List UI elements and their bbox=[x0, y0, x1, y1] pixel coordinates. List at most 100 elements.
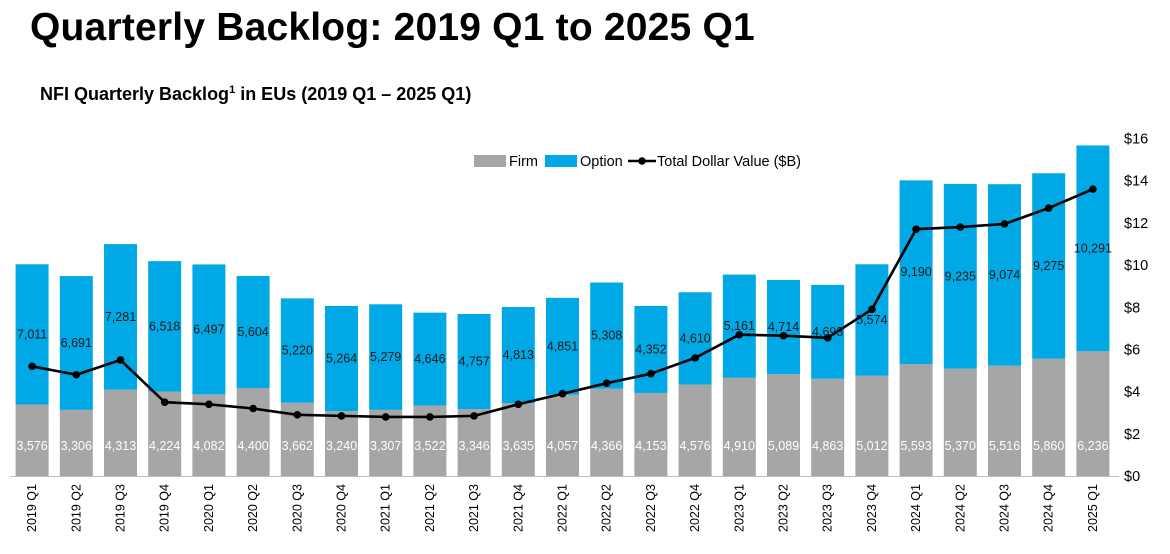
option-value-label: 4,352 bbox=[635, 342, 666, 356]
firm-value-label: 4,910 bbox=[724, 439, 755, 453]
total-value-point bbox=[691, 354, 699, 362]
option-value-label: 5,604 bbox=[237, 325, 268, 339]
option-bar bbox=[767, 279, 800, 375]
total-value-point bbox=[514, 400, 523, 409]
option-bar bbox=[590, 282, 624, 389]
firm-value-label: 3,306 bbox=[61, 439, 92, 453]
page-title: Quarterly Backlog: 2019 Q1 to 2025 Q1 bbox=[30, 6, 755, 49]
category-tick-label: 2024 Q3 bbox=[998, 484, 1012, 532]
total-value-point bbox=[381, 413, 390, 421]
category-tick-label: 2019 Q4 bbox=[158, 484, 172, 532]
firm-value-label: 4,057 bbox=[547, 439, 578, 453]
category-tick-label: 2021 Q2 bbox=[423, 484, 437, 532]
right-axis-tick-label: $12 bbox=[1124, 216, 1148, 232]
option-bar bbox=[280, 298, 314, 403]
option-value-label: 4,714 bbox=[768, 320, 799, 334]
category-tick-label: 2022 Q3 bbox=[644, 484, 658, 532]
firm-value-label: 6,236 bbox=[1077, 439, 1108, 453]
category-tick-label: 2023 Q4 bbox=[865, 484, 879, 532]
total-value-point bbox=[647, 369, 655, 378]
option-value-label: 9,235 bbox=[945, 269, 976, 283]
firm-bar bbox=[104, 389, 137, 476]
firm-bar bbox=[236, 388, 270, 476]
category-tick-label: 2022 Q1 bbox=[556, 484, 570, 532]
firm-value-label: 5,516 bbox=[989, 439, 1020, 453]
legend-firm-label: Firm bbox=[509, 154, 538, 170]
subtitle-main: NFI Quarterly Backlog bbox=[40, 84, 230, 104]
option-value-label: 6,497 bbox=[193, 322, 224, 336]
option-bar bbox=[369, 304, 403, 410]
category-tick-label: 2021 Q1 bbox=[379, 484, 393, 532]
right-axis-tick-label: $0 bbox=[1124, 469, 1140, 485]
firm-value-label: 5,860 bbox=[1033, 439, 1064, 453]
category-tick-label: 2020 Q4 bbox=[335, 484, 349, 532]
option-bar bbox=[501, 307, 535, 404]
legend-line-label: Total Dollar Value ($B) bbox=[657, 154, 801, 170]
firm-bar bbox=[59, 409, 93, 476]
total-value-point bbox=[956, 223, 965, 231]
option-value-label: 9,190 bbox=[900, 265, 931, 279]
category-tick-label: 2019 Q1 bbox=[25, 484, 39, 532]
option-bar bbox=[546, 297, 579, 395]
option-bar bbox=[634, 305, 668, 393]
option-value-label: 4,646 bbox=[414, 352, 445, 366]
category-tick-label: 2025 Q1 bbox=[1086, 484, 1100, 532]
firm-bar bbox=[943, 368, 977, 476]
bars-layer bbox=[15, 145, 1110, 476]
right-axis-tick-label: $16 bbox=[1124, 132, 1148, 148]
firm-bar bbox=[634, 392, 668, 476]
total-value-point bbox=[735, 330, 744, 339]
right-axis-tick-label: $2 bbox=[1124, 427, 1140, 443]
option-value-label: 4,851 bbox=[547, 339, 578, 353]
firm-bar bbox=[501, 403, 535, 476]
legend-firm-swatch bbox=[474, 155, 506, 167]
firm-bar bbox=[1076, 351, 1110, 476]
firm-value-label: 3,307 bbox=[370, 439, 401, 453]
category-tick-label: 2021 Q3 bbox=[467, 484, 481, 532]
category-tick-label: 2024 Q1 bbox=[909, 484, 923, 532]
category-tick-label: 2023 Q2 bbox=[777, 484, 791, 532]
firm-bar bbox=[325, 411, 358, 476]
firm-value-label: 5,089 bbox=[768, 439, 799, 453]
option-bar bbox=[1076, 145, 1110, 352]
firm-value-label: 4,400 bbox=[237, 439, 268, 453]
option-value-label: 4,757 bbox=[458, 355, 489, 369]
firm-bar bbox=[590, 388, 624, 476]
total-value-point bbox=[205, 400, 213, 409]
firm-bar bbox=[15, 404, 49, 476]
firm-bar bbox=[855, 375, 889, 476]
firm-value-label: 3,522 bbox=[414, 439, 445, 453]
option-bar bbox=[413, 312, 447, 406]
option-value-label: 6,691 bbox=[61, 336, 92, 350]
total-value-point bbox=[602, 379, 611, 387]
option-value-label: 5,279 bbox=[370, 350, 401, 364]
option-bar bbox=[678, 292, 712, 385]
category-tick-label: 2023 Q3 bbox=[821, 484, 835, 532]
option-value-label: 4,813 bbox=[503, 348, 534, 362]
option-bar bbox=[59, 276, 93, 410]
total-value-point bbox=[426, 413, 434, 421]
total-value-point bbox=[337, 412, 346, 420]
option-value-label: 4,693 bbox=[812, 325, 843, 339]
option-bar bbox=[236, 275, 270, 388]
firm-value-label: 4,576 bbox=[679, 439, 710, 453]
right-axis-tick-label: $10 bbox=[1124, 258, 1148, 274]
option-bar bbox=[722, 274, 756, 378]
total-value-point bbox=[28, 362, 36, 371]
firm-bar bbox=[457, 409, 491, 476]
firm-value-label: 3,240 bbox=[326, 439, 357, 453]
total-value-point bbox=[160, 398, 169, 406]
option-bar bbox=[325, 305, 358, 412]
category-tick-label: 2019 Q2 bbox=[69, 484, 83, 532]
legend-line-marker bbox=[638, 157, 646, 165]
total-value-point bbox=[72, 370, 81, 379]
firm-value-label: 4,366 bbox=[591, 439, 622, 453]
firm-bar bbox=[678, 384, 712, 476]
total-value-point bbox=[912, 225, 920, 234]
chart-subtitle: NFI Quarterly Backlog1 in EUs (2019 Q1 –… bbox=[40, 84, 471, 105]
firm-bar bbox=[722, 377, 756, 476]
firm-value-label: 3,635 bbox=[503, 439, 534, 453]
firm-bar bbox=[1032, 358, 1066, 476]
option-value-label: 5,220 bbox=[282, 344, 313, 358]
